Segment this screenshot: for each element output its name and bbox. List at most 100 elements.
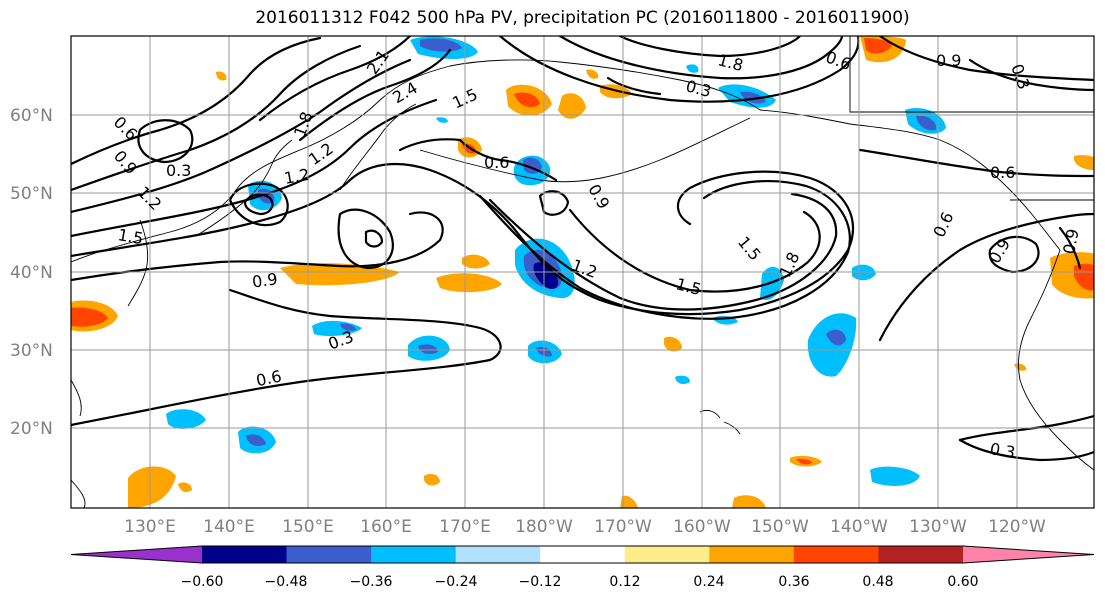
precip-neg-region: [420, 38, 462, 52]
lon-label: 140°E: [203, 517, 255, 537]
lon-label: 170°W: [594, 517, 652, 537]
pv-contour-line: [538, 190, 570, 216]
lat-label: 30°N: [10, 341, 53, 361]
pv-contour-line: [488, 192, 838, 311]
pv-contour-line: [298, 48, 452, 142]
pv-contour-line: [71, 162, 855, 316]
colorbar-segment: [624, 546, 710, 563]
coastline-asia: [71, 59, 761, 263]
pv-contour-line: [71, 44, 362, 192]
precip-neg-region: [807, 313, 857, 377]
lat-label: 60°N: [10, 106, 53, 126]
colorbar-tick-label: 0.12: [609, 574, 640, 590]
pv-contour-line: [498, 36, 860, 103]
pv-contour-line: [364, 229, 384, 248]
pv-contour-line: [858, 148, 1094, 178]
contour-label: 0.6: [990, 163, 1015, 182]
colorbar-tick-label: 0.24: [693, 574, 724, 590]
colorbar: −0.60 −0.48 −0.36 −0.24 −0.12 0.12 0.24 …: [70, 545, 1095, 590]
precip-neg-region: [870, 466, 920, 486]
pv-contour-line: [243, 193, 274, 216]
precip-neg-region: [246, 434, 266, 446]
precip-pos-region: [864, 38, 892, 54]
precip-pos-region: [1074, 155, 1094, 170]
pv-contour-line: [458, 138, 558, 182]
lat-label: 20°N: [10, 419, 53, 439]
pv-contour-line: [618, 36, 802, 58]
precip-neg-region: [340, 323, 356, 331]
precip-pos-region: [514, 92, 540, 108]
colorbar-tick-label: 0.36: [778, 574, 809, 590]
pv-contour-line: [958, 438, 1094, 462]
contour-label: 0.9: [251, 269, 279, 291]
precip-neg-region: [916, 115, 937, 131]
precip-pos-region: [436, 273, 502, 293]
colorbar-segment: [371, 546, 457, 563]
pv-contours: [71, 36, 1094, 462]
pv-contour-line: [71, 36, 322, 166]
colorbar-segment: [286, 546, 372, 563]
lon-label: 150°E: [282, 517, 334, 537]
colorbar-segment: [793, 546, 879, 563]
lon-label: 130°E: [124, 517, 176, 537]
precip-neg-region: [826, 329, 846, 346]
colorbar-tick-label: −0.12: [519, 574, 562, 590]
precip-neg-region: [740, 91, 766, 104]
colorbar-outline: [70, 545, 1095, 564]
colorbar-segments: [70, 545, 1095, 564]
lat-label: 50°N: [10, 184, 53, 204]
precip-neg-region: [533, 262, 559, 289]
precip-pos-region: [664, 336, 682, 352]
pv-contour-line: [258, 36, 412, 122]
pv-contour-line: [1058, 226, 1082, 270]
lon-label: 120°W: [988, 517, 1046, 537]
precip-pos-region: [128, 466, 176, 508]
pv-contour-line: [478, 180, 851, 320]
pv-contour-line: [337, 208, 394, 270]
lat-axis-labels: 60°N 50°N 40°N 30°N 20°N: [10, 106, 53, 439]
contour-label: 0.3: [988, 439, 1016, 462]
precip-pos-region: [620, 495, 638, 508]
lon-label: 140°W: [830, 517, 888, 537]
pv-contour-line: [558, 36, 844, 80]
precip-neg-region: [418, 344, 438, 354]
colorbar-tick-label: 0.60: [947, 574, 978, 590]
contour-label: 1.5: [116, 225, 144, 248]
precip-neg-region: [686, 64, 699, 73]
pv-contour-line: [606, 76, 662, 96]
pv-contour-line: [228, 182, 289, 227]
precip-neg-region: [166, 409, 206, 429]
colorbar-tick-label: −0.36: [350, 574, 393, 590]
contour-label: 0.3: [166, 161, 191, 180]
lon-label: 130°W: [909, 517, 967, 537]
pv-contour-line: [71, 58, 412, 214]
contour-label: 0.6: [254, 366, 283, 390]
pv-contour-line: [137, 119, 194, 164]
coastline-kamchatka: [339, 103, 417, 191]
colorbar-segment: [455, 546, 541, 563]
pv-contour-line: [71, 288, 502, 427]
pv-contour-line: [958, 414, 1094, 442]
lon-label: 160°W: [673, 517, 731, 537]
pv-contour-line: [988, 235, 1040, 274]
precip-pos-region: [558, 93, 586, 119]
coastline-alaska: [759, 109, 1061, 251]
precip-pos-region: [1074, 263, 1094, 291]
colorbar-segment: [202, 546, 288, 563]
lon-label: 170°E: [439, 517, 491, 537]
precip-pos-region: [586, 69, 599, 79]
map-title: 2016011312 F042 500 hPa PV, precipitatio…: [255, 8, 910, 28]
precip-pos-region: [216, 71, 227, 81]
lat-label: 40°N: [10, 263, 53, 283]
pv-contour-line: [968, 58, 1094, 92]
coastline-philippines: [71, 379, 86, 508]
colorbar-tick-label: −0.24: [435, 574, 478, 590]
colorbar-segment: [71, 546, 202, 563]
lon-label: 150°W: [751, 517, 809, 537]
colorbar-ticks: −0.60 −0.48 −0.36 −0.24 −0.12 0.12 0.24 …: [181, 574, 979, 590]
precip-pos-region: [71, 307, 108, 327]
precip-pos-region: [424, 474, 440, 486]
coastline-north-america: [1018, 249, 1094, 471]
colorbar-segment: [963, 546, 1094, 563]
